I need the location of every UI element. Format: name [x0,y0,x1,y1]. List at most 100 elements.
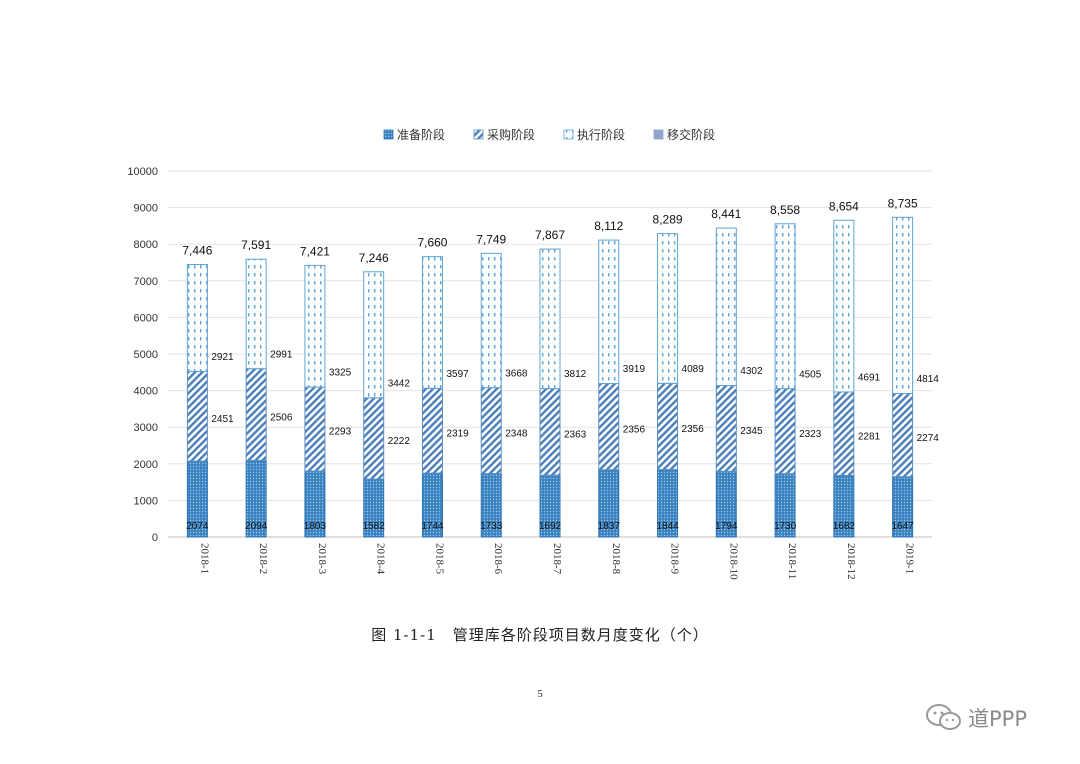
chart-legend: 准备阶段 采购阶段 执行阶段 移交阶段 [383,127,715,142]
data-label: 1794 [715,521,738,532]
x-tick-label: 2018-4 [375,543,387,575]
y-tick-label: 7000 [134,276,158,288]
legend-swatch [473,129,484,140]
y-tick-label: 0 [152,532,158,544]
y-tick-label: 9000 [134,203,158,215]
bar-segment [245,258,267,370]
x-tick-label: 2019-1 [904,543,916,574]
data-label: 3919 [623,364,646,375]
data-label: 1744 [421,521,444,532]
bar-segment [715,227,737,387]
x-axis: 2018-1 2018-2 2018-3 2018-4 2018-5 2018-6 2018… [198,543,915,580]
y-tick-label: 1000 [134,495,158,507]
data-label: 1844 [656,521,679,532]
data-label: 2348 [505,428,528,439]
total-label: 7,421 [300,244,330,258]
x-tick-label: 2018-7 [551,543,563,575]
y-axis: 0 1000 2000 3000 4000 5000 6000 7000 8000 9000 100… [127,166,158,544]
data-label: 1692 [539,521,562,532]
bar-segment [186,263,208,372]
bar-segment [892,392,914,478]
data-label: 2991 [270,349,293,360]
data-label: 2345 [740,426,763,437]
bar-segment [480,252,502,389]
total-label: 8,289 [653,213,683,227]
legend-swatch [383,129,394,140]
bar-segment [304,386,326,472]
data-label: 1733 [480,521,503,532]
data-label: 2074 [186,521,209,532]
bar-segment [892,216,914,394]
legend-swatch [653,129,664,140]
y-tick-label: 2000 [134,459,158,471]
bar-group: 2074 2451 2921 7,446 2094 2506 2991 7,591 1803 22… [182,196,940,538]
figure-caption: 图 1-1-1 管理库各阶段项目数月度变化（个） [371,626,709,644]
data-label: 2094 [245,521,268,532]
data-label: 4302 [740,366,763,377]
data-label: 1803 [304,521,327,532]
bar-segment [774,388,796,475]
data-label: 3597 [446,369,469,380]
total-label: 7,749 [476,232,506,246]
data-label: 3812 [564,369,587,380]
data-label: 4691 [858,373,881,384]
legend-label: 执行阶段 [577,127,625,142]
watermark-text: 道PPP [968,707,1027,731]
data-label: 1582 [363,521,386,532]
data-label: 2356 [623,424,646,435]
y-tick-label: 10000 [127,166,158,178]
bar-segment [657,233,679,384]
x-tick-label: 2018-10 [727,543,739,580]
data-label: 4089 [682,364,705,375]
data-label: 2319 [446,428,469,439]
x-tick-label: 2018-5 [433,543,445,575]
data-label: 2506 [270,412,293,423]
watermark: 道PPP [924,700,1074,736]
bar-segment [304,264,326,388]
data-label: 1730 [774,521,797,532]
bar-segment [480,387,502,475]
total-label: 8,112 [594,219,623,233]
x-tick-label: 2018-2 [257,543,269,574]
y-tick-label: 8000 [134,239,158,251]
data-label: 3442 [388,378,411,389]
bar-segment [598,239,620,385]
y-tick-label: 4000 [134,386,158,398]
bar-segment [833,219,855,393]
x-tick-label: 2018-8 [610,543,622,575]
bar-segment [539,248,561,390]
y-tick-label: 6000 [134,312,158,324]
bar-segment [363,397,385,480]
total-label: 7,446 [182,243,212,257]
bar-segment [774,223,796,390]
legend-label: 采购阶段 [487,127,535,142]
x-tick-label: 2018-11 [786,543,798,579]
bar-segment [363,271,385,399]
legend-label: 移交阶段 [667,127,715,142]
total-label: 7,867 [535,228,565,242]
total-label: 8,735 [888,196,918,210]
y-tick-label: 5000 [134,349,158,361]
data-label: 2323 [799,429,822,440]
total-label: 8,441 [711,207,741,221]
y-tick-label: 3000 [134,422,158,434]
data-label: 1647 [891,521,914,532]
x-tick-label: 2018-1 [198,543,210,574]
data-label: 2222 [388,436,411,447]
bar-segment [715,385,737,472]
data-label: 4505 [799,369,822,380]
total-label: 7,591 [241,238,271,252]
data-label: 3325 [329,368,352,379]
page-number: 5 [537,688,543,700]
data-label: 2363 [564,430,587,441]
data-label: 1837 [598,521,621,532]
bar-segment [245,368,267,461]
bar-segment [539,388,561,476]
x-tick-label: 2018-9 [669,543,681,575]
data-label: 4814 [917,374,940,385]
x-tick-label: 2018-3 [316,543,328,575]
legend-label: 准备阶段 [397,127,445,142]
data-label: 2921 [211,352,234,363]
legend-swatch [563,129,574,140]
bar-segment [657,382,679,471]
